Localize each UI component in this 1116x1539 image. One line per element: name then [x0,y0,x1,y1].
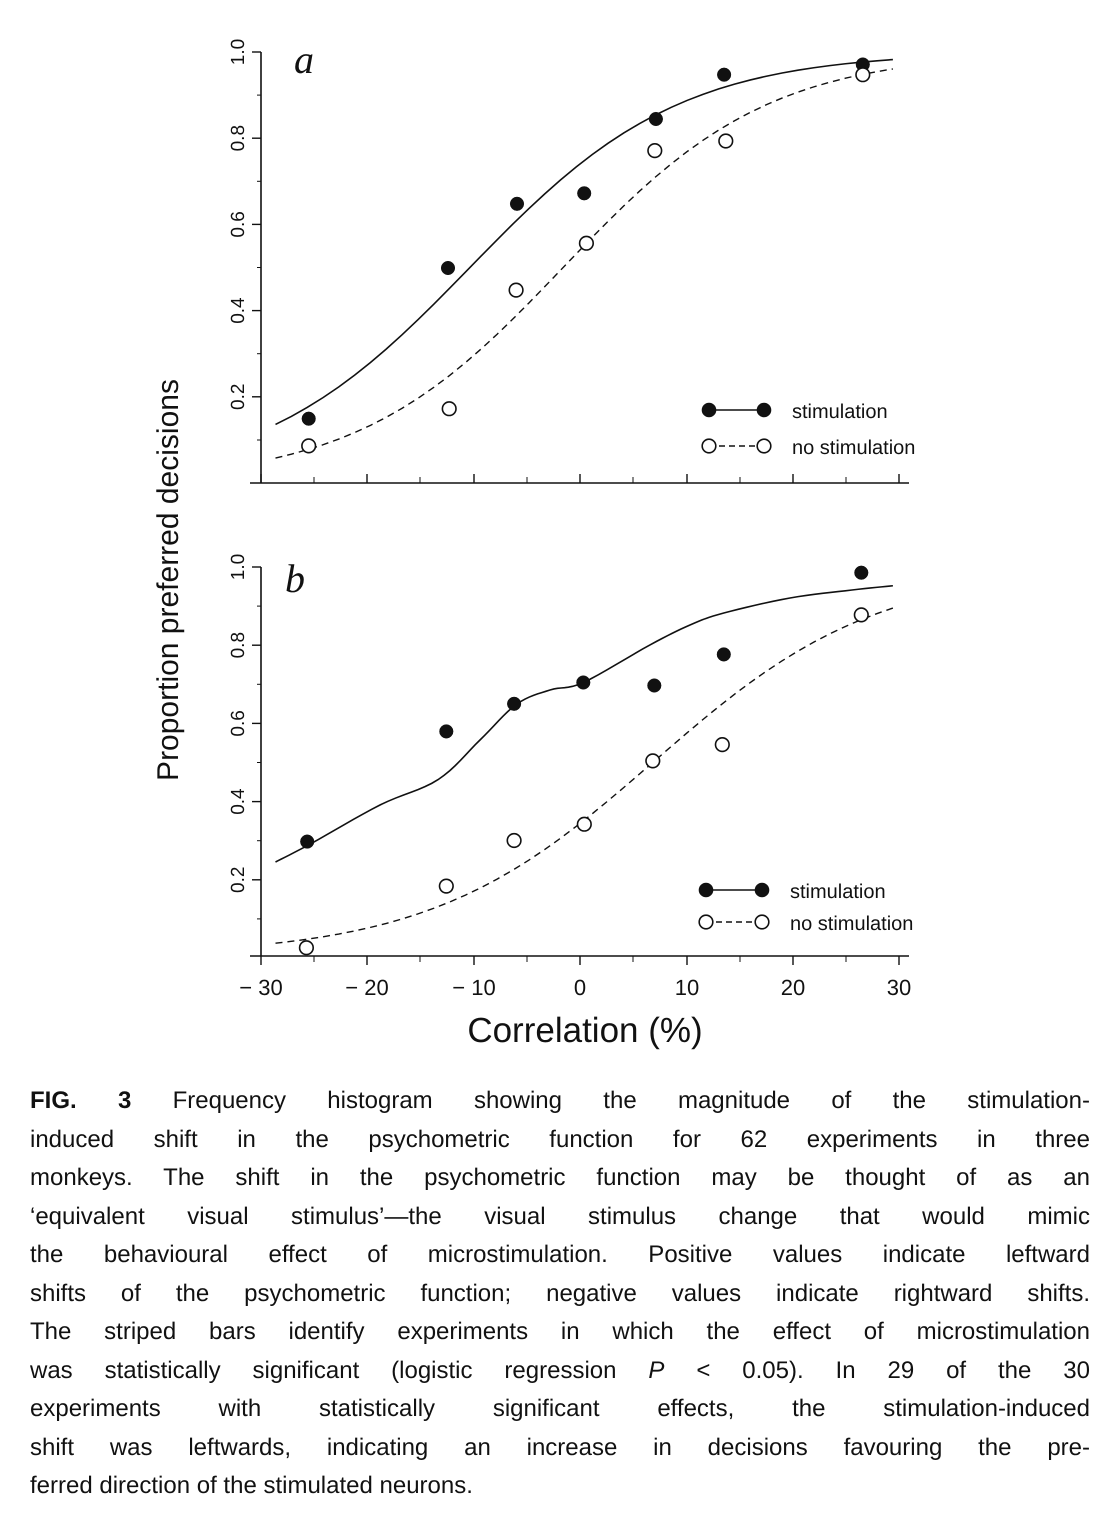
svg-text:stimulation: stimulation [790,881,886,903]
svg-text:0.6: 0.6 [228,710,249,736]
svg-text:10: 10 [675,975,699,1000]
svg-text:b: b [285,556,305,601]
svg-text:0.4: 0.4 [228,788,249,815]
svg-text:a: a [294,37,314,82]
svg-text:1.0: 1.0 [228,554,249,580]
svg-text:0.4: 0.4 [228,297,249,324]
svg-text:− 10: − 10 [452,975,495,1000]
svg-text:stimulation: stimulation [792,401,888,423]
svg-text:1.0: 1.0 [228,39,249,65]
svg-text:0.2: 0.2 [228,867,249,893]
svg-text:no stimulation: no stimulation [792,437,915,459]
svg-text:0.2: 0.2 [228,384,249,410]
svg-text:30: 30 [887,975,911,1000]
svg-text:Proportion preferred decisions: Proportion preferred decisions [152,379,185,781]
svg-text:20: 20 [781,975,805,1000]
svg-text:0.6: 0.6 [228,211,249,237]
svg-text:0: 0 [574,975,586,1000]
svg-text:− 30: − 30 [239,975,282,1000]
svg-text:0.8: 0.8 [228,632,249,658]
svg-text:− 20: − 20 [345,975,388,1000]
svg-text:Correlation (%): Correlation (%) [467,1011,702,1050]
svg-text:0.8: 0.8 [228,125,249,151]
svg-text:no stimulation: no stimulation [790,913,913,935]
